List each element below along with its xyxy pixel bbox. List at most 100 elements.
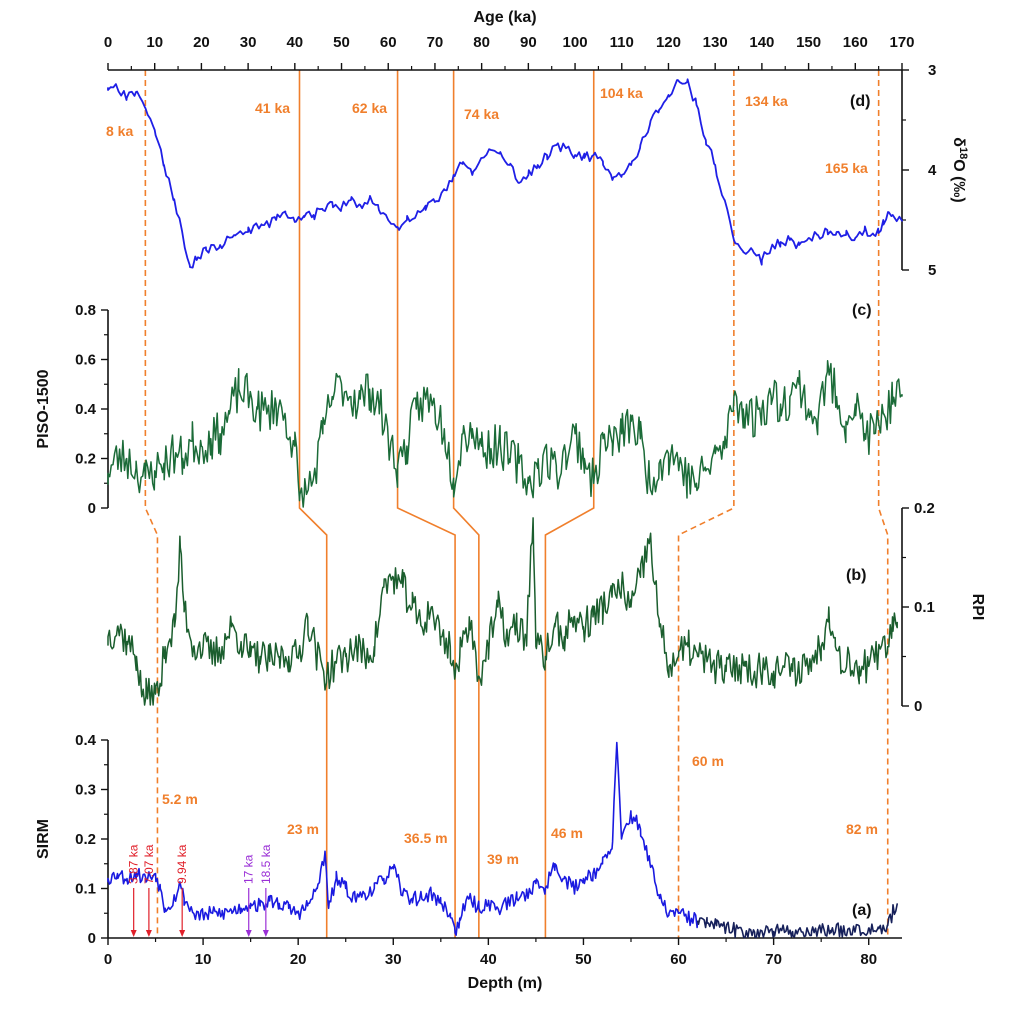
sirm-series-line: [107, 741, 699, 936]
d18o-tick-label: 3: [928, 62, 936, 79]
depth-tick-label: 80: [860, 951, 877, 968]
red-marker-arrow: [130, 930, 137, 937]
panel-label-b: (b): [846, 567, 866, 584]
age-tick-label: 10: [146, 34, 163, 51]
depth-tick-label: 10: [195, 951, 212, 968]
age-tick-label: 0: [104, 34, 112, 51]
age-tick-label: 170: [889, 34, 914, 51]
rpi-axis-title-group: RPI: [969, 594, 986, 621]
rpi-tick-label: 0: [914, 698, 922, 715]
piso-tick-label: 0.8: [75, 302, 96, 319]
age-tick-label: 130: [703, 34, 728, 51]
age-tie-label: 8 ka: [106, 123, 133, 139]
depth-tick-label: 40: [480, 951, 497, 968]
depth-tie-label: 5.2 m: [162, 791, 198, 807]
d18o-tick-label: 5: [928, 262, 936, 279]
panel-label-a: (a): [852, 902, 872, 919]
depth-tie-label: 39 m: [487, 851, 519, 867]
d18o-title-superscript: 18: [957, 147, 969, 159]
age-tick-label: 160: [843, 34, 868, 51]
red-marker-label: 3.87 ka: [127, 844, 141, 884]
age-tie-label: 41 ka: [255, 100, 290, 116]
depth-tick-label: 50: [575, 951, 592, 968]
depth-tie-label: 36.5 m: [404, 830, 448, 846]
age-tick-label: 120: [656, 34, 681, 51]
tie-line-2: [396, 70, 456, 938]
piso-axis-title: PISO-1500: [35, 369, 52, 448]
red-marker-label-group: 9.94 ka: [175, 844, 189, 884]
purple-marker-label: 18.5 ka: [259, 844, 273, 884]
rpi-tick-label: 0.2: [914, 500, 935, 517]
red-marker-arrow: [145, 930, 152, 937]
depth-axis-title: Depth (m): [468, 975, 543, 992]
depth-tie-label: 60 m: [692, 753, 724, 769]
age-tick-label: 100: [563, 34, 588, 51]
red-marker-label-group: 7.07 ka: [142, 844, 156, 884]
age-tie-label: 74 ka: [464, 106, 499, 122]
tie-line-1: [298, 70, 328, 938]
age-tie-label: 165 ka: [825, 160, 868, 176]
d18o-axis-title: δ18O (‰): [950, 137, 969, 203]
piso-axis-title-group: PISO-1500: [35, 369, 52, 448]
labels: 0 10 20 30 40 50 60 70 80 90 100 110 120 130 140 150 160…: [35, 9, 986, 992]
depth-tie-label: 82 m: [846, 821, 878, 837]
age-axis-title: Age (ka): [473, 9, 536, 26]
depth-tie-label: 23 m: [287, 821, 319, 837]
red-marker-label: 7.07 ka: [142, 844, 156, 884]
sirm-tick-label: 0.3: [75, 782, 96, 799]
age-tick-label: 110: [610, 34, 634, 51]
sirm-axis-title-group: SIRM: [35, 819, 52, 859]
panel-label-d: (d): [850, 93, 870, 110]
age-tick-label: 30: [240, 34, 257, 51]
depth-tick-label: 0: [104, 951, 112, 968]
age-tick-label: 80: [473, 34, 490, 51]
age-tick-label: 60: [380, 34, 397, 51]
age-tick-label: 90: [520, 34, 537, 51]
piso-series-line: [107, 360, 903, 508]
tie-line-0: [144, 70, 159, 938]
red-marker-label-group: 3.87 ka: [127, 844, 141, 884]
purple-marker-arrow: [262, 930, 269, 937]
piso-tick-label: 0.6: [75, 352, 96, 369]
depth-tick-label: 70: [765, 951, 782, 968]
d18o-tick-label: 4: [928, 162, 937, 179]
d18o-axis-title-text: δ18O (‰): [950, 137, 969, 203]
tie-line-4: [544, 70, 595, 938]
age-tick-label: 20: [193, 34, 210, 51]
panels: [101, 63, 909, 945]
rpi-axis-title: RPI: [969, 594, 986, 621]
rpi-series-line: [107, 517, 898, 706]
tie-line-6: [877, 70, 889, 938]
d18o-series-line: [107, 78, 903, 269]
tie-line-3: [452, 70, 480, 938]
depth-tick-label: 30: [385, 951, 402, 968]
sirm-series-line-tail: [696, 903, 898, 939]
purple-marker-label-group: 18.5 ka: [259, 844, 273, 884]
red-marker-label: 9.94 ka: [175, 844, 189, 884]
depth-tick-label: 20: [290, 951, 307, 968]
rpi-tick-label: 0.1: [914, 599, 935, 616]
piso-tick-label: 0.2: [75, 451, 96, 468]
purple-marker-label-group: 17 ka: [242, 854, 256, 884]
d18o-title-delta: δ: [950, 137, 967, 147]
age-tie-label: 134 ka: [745, 93, 788, 109]
piso-tick-label: 0.4: [75, 401, 97, 418]
correlation-tie-lines: [144, 70, 889, 938]
sirm-tick-label: 0.1: [75, 881, 96, 898]
sirm-axis-title: SIRM: [35, 819, 52, 859]
age-tie-label: 62 ka: [352, 100, 387, 116]
sirm-tick-label: 0: [88, 930, 96, 947]
d18o-title-rest: O (‰): [950, 159, 967, 203]
purple-marker-label: 17 ka: [242, 854, 256, 884]
depth-tie-label: 46 m: [551, 825, 583, 841]
depth-tick-label: 60: [670, 951, 687, 968]
piso-tick-label: 0: [88, 500, 96, 517]
age-tick-label: 70: [427, 34, 444, 51]
age-tick-label: 150: [796, 34, 821, 51]
purple-marker-arrow: [245, 930, 252, 937]
red-marker-arrow: [179, 930, 186, 937]
sirm-tick-label: 0.4: [75, 732, 97, 749]
age-tie-label: 104 ka: [600, 85, 643, 101]
age-tick-label: 40: [286, 34, 303, 51]
